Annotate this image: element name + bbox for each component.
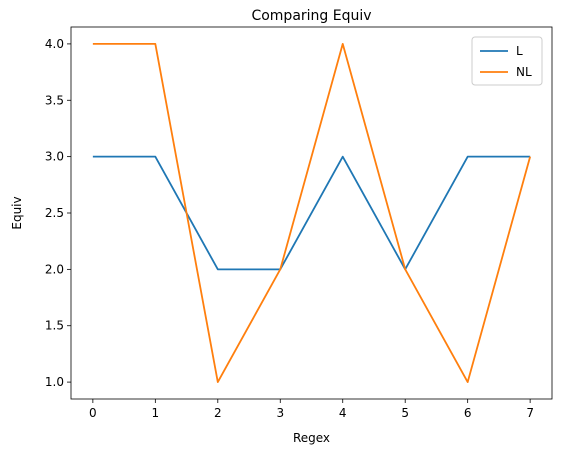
legend-label: NL	[516, 65, 532, 79]
series-layer	[92, 43, 532, 383]
series-line-l	[92, 155, 531, 271]
y-tick-label: 3.0	[45, 150, 64, 164]
x-tick-label: 4	[339, 406, 347, 420]
y-axis-ticks: 1.0 1.5 2.0 2.5 3.0 3.5 4.0	[45, 37, 71, 389]
y-tick-label: 3.5	[45, 93, 64, 107]
y-tick-label: 4.0	[45, 37, 64, 51]
series-line-nl	[92, 43, 532, 383]
y-tick-label: 1.5	[45, 319, 64, 333]
chart-title: Comparing Equiv	[251, 8, 371, 24]
x-tick-label: 6	[464, 406, 472, 420]
x-tick-label: 3	[276, 406, 284, 420]
x-tick-label: 5	[401, 406, 409, 420]
y-tick-label: 2.0	[45, 262, 64, 276]
x-axis-title: Regex	[293, 431, 330, 445]
legend-box	[471, 36, 543, 86]
x-tick-label: 2	[214, 406, 222, 420]
x-tick-label: 1	[152, 406, 160, 420]
x-axis-ticks: 0 1 2 3 4 5 6 7	[89, 399, 534, 420]
legend-label: L	[516, 44, 523, 58]
y-tick-label: 1.0	[45, 375, 64, 389]
x-tick-label: 7	[526, 406, 534, 420]
y-axis-title: Equiv	[10, 196, 24, 229]
legend: L NL	[471, 36, 543, 86]
x-tick-label: 0	[89, 406, 97, 420]
y-tick-label: 2.5	[45, 206, 64, 220]
